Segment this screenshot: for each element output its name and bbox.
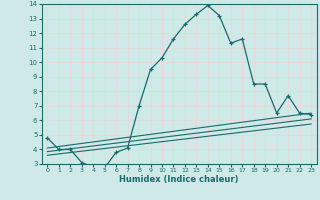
X-axis label: Humidex (Indice chaleur): Humidex (Indice chaleur) [119,175,239,184]
